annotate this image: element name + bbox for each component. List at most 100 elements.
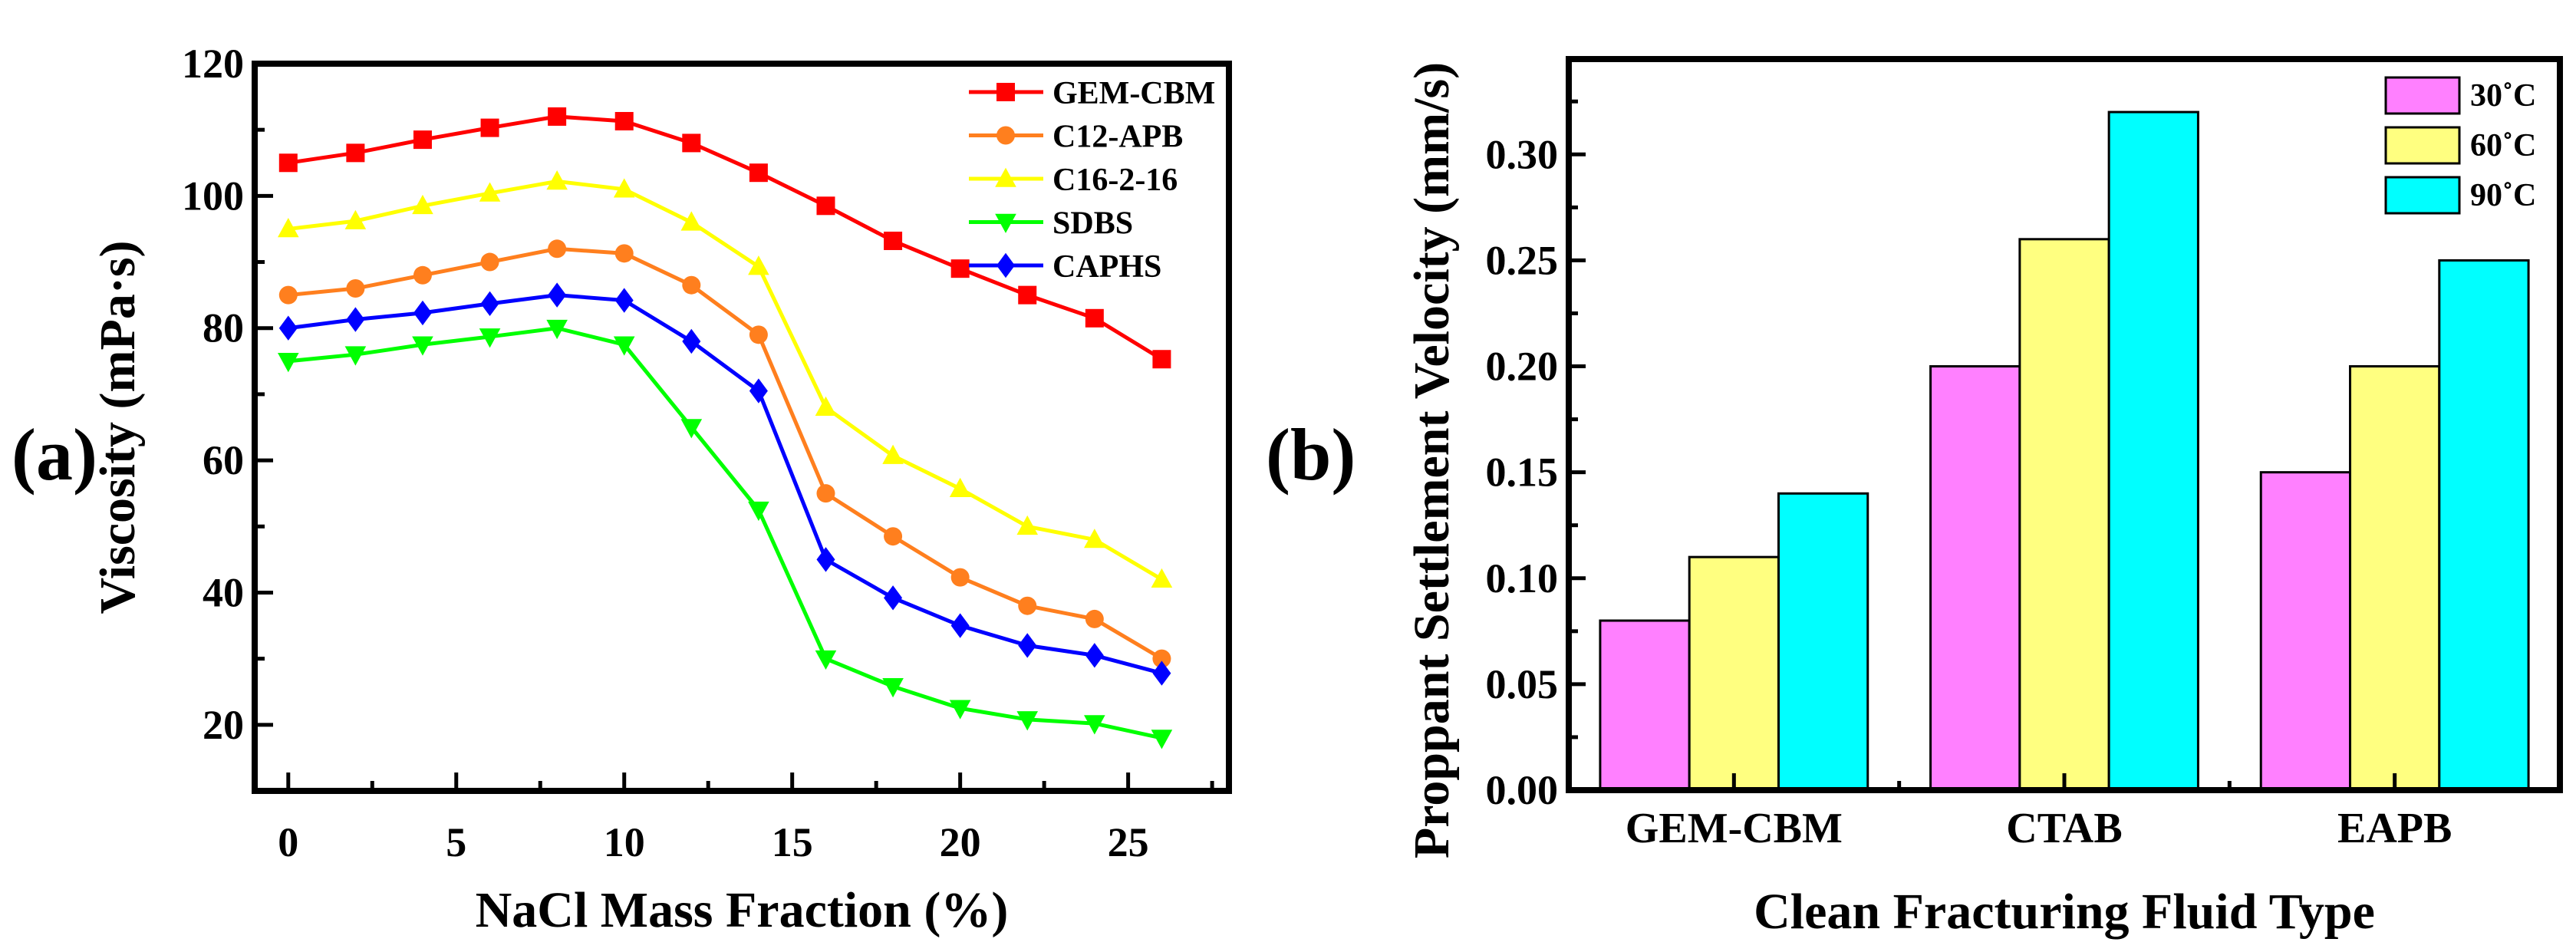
a-x-axis-title: NaCl Mass Fraction (%) xyxy=(476,882,1009,938)
legend-marker-GEM-CBM xyxy=(996,83,1015,101)
data-point-GEM-CBM xyxy=(413,130,432,150)
data-point-C12-APB xyxy=(884,527,903,546)
bar-EAPB-30˚C xyxy=(2259,471,2352,792)
data-point-CAPHS xyxy=(816,547,835,572)
bar-CTAB-30˚C xyxy=(1929,365,2021,792)
data-point-GEM-CBM xyxy=(884,231,903,250)
data-point-GEM-CBM xyxy=(950,259,970,278)
b-x-axis-title: Clean Fracturing Fluid Type xyxy=(1754,884,2375,940)
series-line-CAPHS xyxy=(288,293,1163,676)
data-point-C16-2-16 xyxy=(344,209,367,229)
data-point-C16-2-16 xyxy=(882,444,904,464)
data-point-GEM-CBM xyxy=(548,107,567,126)
panel-label-a: (a) xyxy=(12,413,97,496)
bar-EAPB-60˚C xyxy=(2349,365,2441,792)
bar-CTAB-90˚C xyxy=(2107,110,2199,792)
data-point-CAPHS xyxy=(749,378,768,404)
y-tick-label: 60 xyxy=(203,437,244,483)
data-point-GEM-CBM xyxy=(816,196,835,216)
data-point-GEM-CBM xyxy=(346,143,365,163)
data-point-C16-2-16 xyxy=(815,396,837,416)
data-point-GEM-CBM xyxy=(749,163,768,183)
data-point-C12-APB xyxy=(346,279,365,298)
legend-swatch-90˚C xyxy=(2384,176,2461,215)
data-point-C12-APB xyxy=(816,484,835,503)
legend-label: 30˚C xyxy=(2470,78,2536,114)
legend-label: C16-2-16 xyxy=(1052,163,1178,198)
data-point-GEM-CBM xyxy=(614,111,634,130)
data-point-SDBS xyxy=(949,700,971,720)
y-tick-label: 0.15 xyxy=(1486,450,1559,496)
data-point-SDBS xyxy=(546,319,568,340)
data-point-C12-APB xyxy=(614,244,634,263)
chart-b: GEM-CBM CTAB EAPB 0.00 0.05 0.10 0.15 0.20 0.25 0… xyxy=(1486,56,2563,852)
x-tick-label: EAPB xyxy=(2337,805,2452,852)
plot-frame xyxy=(1566,56,2563,793)
data-point-C12-APB xyxy=(682,275,701,295)
legend-label: SDBS xyxy=(1052,206,1133,242)
data-point-CAPHS xyxy=(480,291,499,317)
data-point-CAPHS xyxy=(950,613,970,638)
data-point-CAPHS xyxy=(884,585,903,611)
data-point-CAPHS xyxy=(1085,643,1104,668)
data-point-SDBS xyxy=(479,328,501,348)
legend-label: C12-APB xyxy=(1052,120,1183,155)
data-point-GEM-CBM xyxy=(480,118,499,137)
series-line-SDBS xyxy=(288,326,1162,740)
data-point-CAPHS xyxy=(682,328,701,354)
data-point-GEM-CBM xyxy=(682,133,701,153)
data-point-SDBS xyxy=(882,678,904,698)
data-point-C12-APB xyxy=(1152,649,1171,668)
legend-swatch-30˚C xyxy=(2384,76,2461,115)
data-point-SDBS xyxy=(1016,711,1039,731)
y-tick-label: 100 xyxy=(182,173,244,219)
x-tick-label: 5 xyxy=(446,819,466,865)
legend-label: GEM-CBM xyxy=(1052,76,1215,111)
data-point-GEM-CBM xyxy=(1085,308,1104,328)
data-point-C16-2-16 xyxy=(748,255,769,275)
data-point-GEM-CBM xyxy=(1018,285,1037,305)
plot-frame xyxy=(252,61,1232,794)
a-y-axis-title: Viscosity (mPa·s) xyxy=(90,241,146,614)
data-point-C16-2-16 xyxy=(613,178,635,198)
bar-GEM-CBM-60˚C xyxy=(1688,555,1780,792)
y-tick-label: 20 xyxy=(203,702,244,748)
legend-swatch-60˚C xyxy=(2384,126,2461,165)
series-line-GEM-CBM xyxy=(288,114,1163,361)
data-point-C16-2-16 xyxy=(1084,529,1105,548)
y-tick-label: 120 xyxy=(182,41,244,87)
legend-marker-SDBS xyxy=(995,213,1016,233)
data-point-SDBS xyxy=(1084,715,1105,735)
b-y-axis-title: Proppant Settlement Velocity (mm/s) xyxy=(1404,62,1460,858)
data-point-C12-APB xyxy=(1018,596,1037,615)
data-point-C16-2-16 xyxy=(1016,515,1039,535)
legend-marker-CAPHS xyxy=(996,252,1015,278)
y-tick-label: 0.10 xyxy=(1486,555,1559,601)
y-tick-label: 80 xyxy=(203,305,244,351)
data-point-C16-2-16 xyxy=(277,218,299,238)
data-point-CAPHS xyxy=(614,288,634,313)
data-point-CAPHS xyxy=(1152,660,1171,686)
chart-a: GEM-CBM C12-APB C16-2-16 SDBS CAPHS 0 5 10 15 20 2… xyxy=(182,41,1232,865)
data-point-C12-APB xyxy=(1085,609,1104,628)
data-point-C12-APB xyxy=(950,568,970,587)
data-point-C16-2-16 xyxy=(412,194,433,215)
data-point-CAPHS xyxy=(278,315,298,341)
data-point-SDBS xyxy=(815,650,837,670)
data-point-C12-APB xyxy=(278,285,298,305)
data-point-SDBS xyxy=(613,336,635,356)
data-point-CAPHS xyxy=(346,307,365,332)
bar-GEM-CBM-30˚C xyxy=(1599,619,1691,792)
data-point-SDBS xyxy=(412,336,433,356)
y-tick-label: 0.00 xyxy=(1486,767,1559,813)
legend-marker-C12-APB xyxy=(996,126,1015,145)
x-tick-label: 10 xyxy=(604,819,645,865)
data-point-CAPHS xyxy=(548,282,567,308)
series-line-C12-APB xyxy=(288,246,1163,660)
x-tick-label: CTAB xyxy=(2006,805,2122,852)
legend-label: 90˚C xyxy=(2470,178,2536,213)
data-point-GEM-CBM xyxy=(1152,350,1171,369)
x-tick-label: 15 xyxy=(772,819,813,865)
y-tick-label: 40 xyxy=(203,569,244,615)
